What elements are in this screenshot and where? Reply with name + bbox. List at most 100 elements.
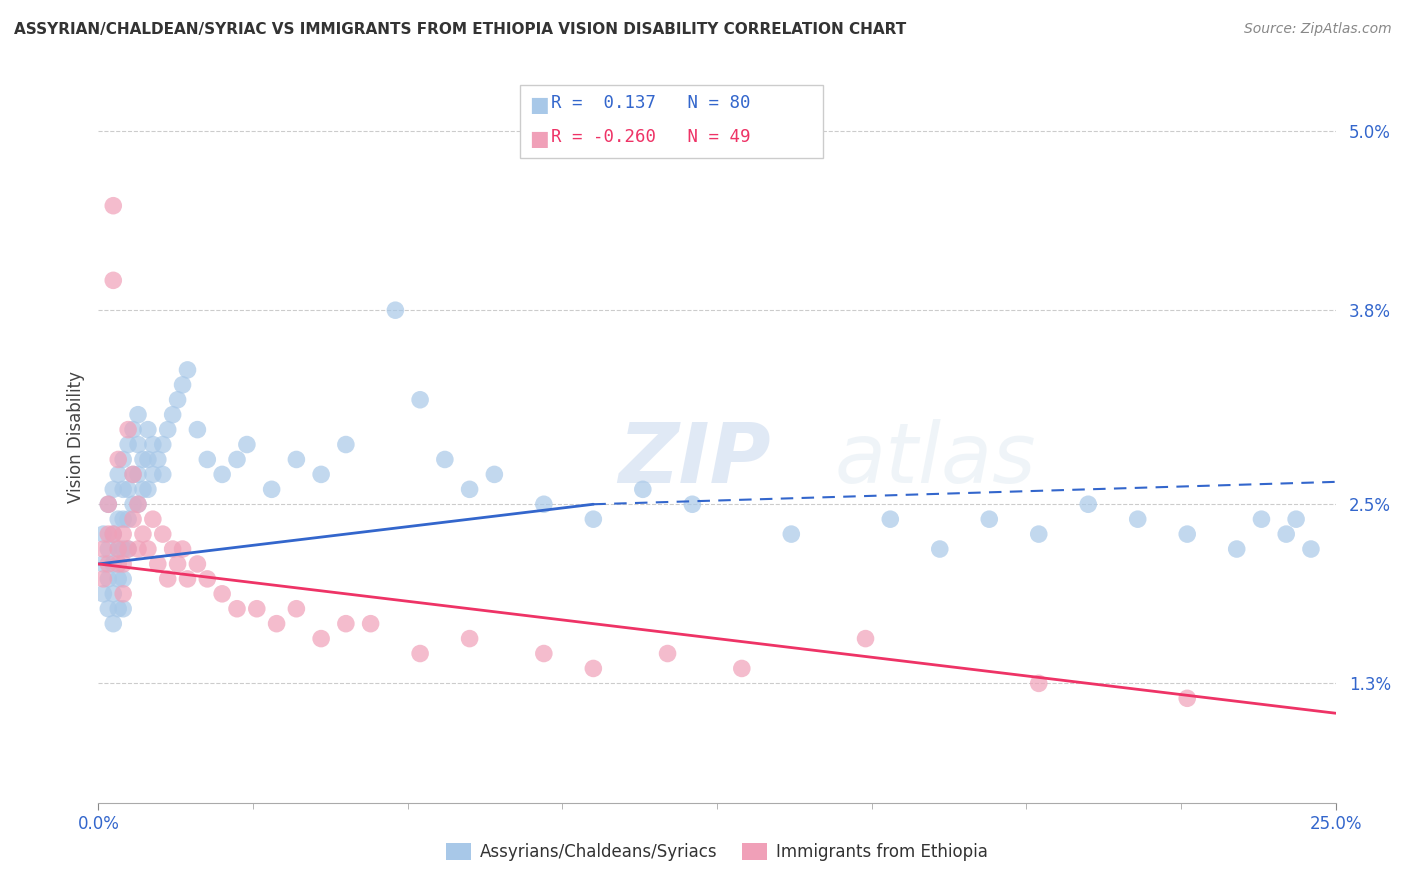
Text: ZIP: ZIP	[619, 418, 770, 500]
Point	[112, 452, 135, 467]
Point	[631, 483, 654, 497]
Point	[97, 557, 120, 571]
Point	[136, 483, 159, 497]
Point	[409, 647, 432, 661]
Point	[127, 497, 149, 511]
Point	[107, 572, 129, 586]
Text: Source: ZipAtlas.com: Source: ZipAtlas.com	[1244, 22, 1392, 37]
Point	[103, 483, 125, 497]
Point	[226, 601, 249, 615]
Point	[93, 572, 115, 586]
Point	[112, 601, 135, 615]
Point	[928, 542, 950, 557]
Point	[285, 452, 308, 467]
Point	[132, 452, 155, 467]
Point	[127, 497, 149, 511]
Point	[146, 557, 169, 571]
Point	[112, 557, 135, 571]
Point	[484, 467, 506, 482]
Point	[1285, 512, 1308, 526]
Y-axis label: Vision Disability: Vision Disability	[66, 371, 84, 503]
Point	[211, 587, 233, 601]
Point	[533, 497, 555, 511]
Point	[103, 527, 125, 541]
Point	[136, 423, 159, 437]
Point	[236, 437, 259, 451]
Point	[117, 437, 139, 451]
Point	[97, 497, 120, 511]
Point	[97, 601, 120, 615]
Point	[103, 273, 125, 287]
Point	[97, 527, 120, 541]
Point	[186, 423, 208, 437]
Point	[142, 437, 165, 451]
Point	[1028, 676, 1050, 690]
Point	[1299, 542, 1322, 557]
Point	[136, 452, 159, 467]
Point	[162, 542, 184, 557]
Point	[533, 647, 555, 661]
Point	[156, 423, 179, 437]
Point	[103, 616, 125, 631]
Point	[731, 661, 754, 675]
Point	[117, 542, 139, 557]
Point	[582, 661, 605, 675]
Point	[107, 452, 129, 467]
Point	[335, 437, 357, 451]
Point	[176, 363, 198, 377]
Point	[97, 572, 120, 586]
Point	[780, 527, 803, 541]
Point	[1175, 691, 1198, 706]
Point	[384, 303, 406, 318]
Point	[211, 467, 233, 482]
Point	[360, 616, 382, 631]
Point	[156, 572, 179, 586]
Point	[266, 616, 288, 631]
Point	[458, 483, 481, 497]
Point	[132, 483, 155, 497]
Point	[112, 527, 135, 541]
Point	[93, 557, 115, 571]
Point	[127, 467, 149, 482]
Point	[142, 467, 165, 482]
Point	[117, 512, 139, 526]
Point	[309, 467, 332, 482]
Point	[127, 437, 149, 451]
Point	[122, 467, 145, 482]
Point	[107, 557, 129, 571]
Point	[681, 497, 703, 511]
Point	[136, 542, 159, 557]
Point	[112, 483, 135, 497]
Text: atlas: atlas	[835, 418, 1036, 500]
Point	[246, 601, 269, 615]
Point	[176, 572, 198, 586]
Point	[195, 572, 218, 586]
Text: R = -0.260   N = 49: R = -0.260 N = 49	[551, 128, 751, 145]
Point	[103, 527, 125, 541]
Point	[122, 512, 145, 526]
Point	[103, 557, 125, 571]
Point	[1250, 512, 1272, 526]
Point	[1126, 512, 1149, 526]
Text: R =  0.137   N = 80: R = 0.137 N = 80	[551, 94, 751, 112]
Point	[582, 512, 605, 526]
Point	[855, 632, 877, 646]
Point	[657, 647, 679, 661]
Point	[97, 497, 120, 511]
Point	[1028, 527, 1050, 541]
Point	[1226, 542, 1249, 557]
Point	[112, 587, 135, 601]
Point	[93, 527, 115, 541]
Point	[335, 616, 357, 631]
Point	[112, 512, 135, 526]
Legend: Assyrians/Chaldeans/Syriacs, Immigrants from Ethiopia: Assyrians/Chaldeans/Syriacs, Immigrants …	[440, 836, 994, 868]
Point	[103, 587, 125, 601]
Point	[122, 423, 145, 437]
Point	[172, 377, 194, 392]
Point	[1175, 527, 1198, 541]
Point	[260, 483, 283, 497]
Point	[458, 632, 481, 646]
Point	[127, 408, 149, 422]
Point	[117, 423, 139, 437]
Text: ASSYRIAN/CHALDEAN/SYRIAC VS IMMIGRANTS FROM ETHIOPIA VISION DISABILITY CORRELATI: ASSYRIAN/CHALDEAN/SYRIAC VS IMMIGRANTS F…	[14, 22, 907, 37]
